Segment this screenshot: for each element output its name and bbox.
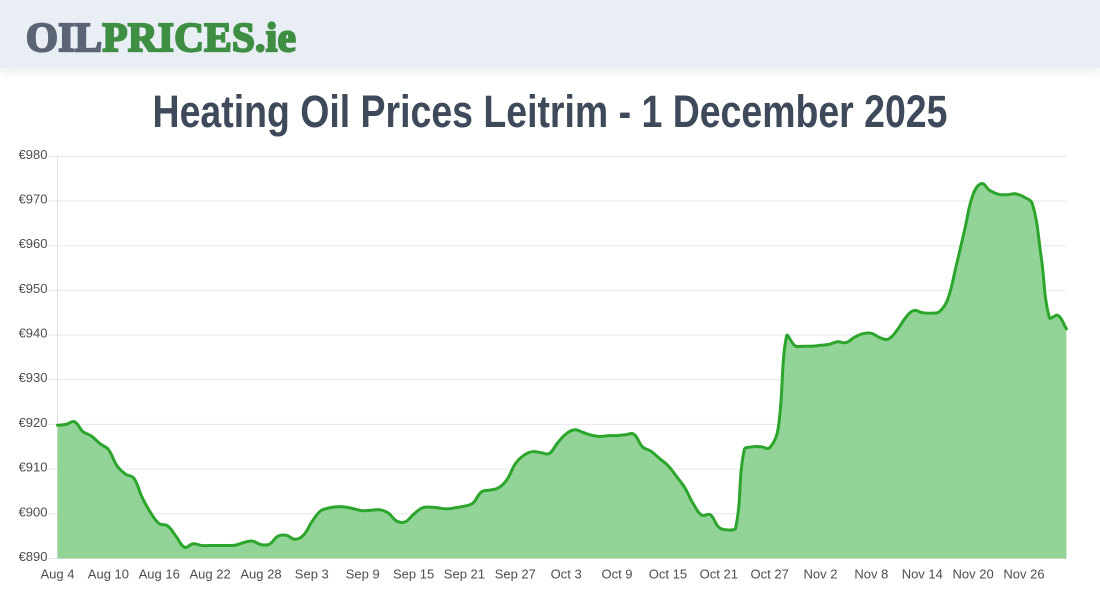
- svg-text:€970: €970: [19, 192, 48, 207]
- svg-text:Oct 3: Oct 3: [551, 567, 582, 582]
- svg-text:Nov 8: Nov 8: [854, 567, 888, 582]
- svg-text:Sep 15: Sep 15: [393, 567, 434, 582]
- svg-text:Sep 21: Sep 21: [444, 567, 485, 582]
- svg-text:Aug 22: Aug 22: [189, 567, 230, 582]
- svg-text:Sep 3: Sep 3: [295, 567, 329, 582]
- svg-text:€900: €900: [19, 504, 48, 519]
- svg-text:Aug 28: Aug 28: [240, 567, 281, 582]
- svg-text:€980: €980: [19, 147, 48, 162]
- svg-text:Aug 10: Aug 10: [88, 567, 129, 582]
- svg-text:Aug 16: Aug 16: [139, 567, 180, 582]
- svg-text:€890: €890: [19, 549, 48, 564]
- svg-text:Nov 20: Nov 20: [952, 567, 993, 582]
- svg-text:Oct 27: Oct 27: [751, 567, 789, 582]
- svg-text:Oct 15: Oct 15: [649, 567, 687, 582]
- svg-text:€960: €960: [19, 236, 48, 251]
- svg-text:Nov 14: Nov 14: [902, 567, 943, 582]
- svg-text:Sep 27: Sep 27: [495, 567, 536, 582]
- svg-text:€930: €930: [19, 370, 48, 385]
- svg-text:Nov 26: Nov 26: [1003, 567, 1044, 582]
- svg-text:Oct 9: Oct 9: [601, 567, 632, 582]
- svg-text:€910: €910: [19, 460, 48, 475]
- svg-text:Nov 2: Nov 2: [804, 567, 838, 582]
- svg-text:€940: €940: [19, 326, 48, 341]
- svg-text:€920: €920: [19, 415, 48, 430]
- svg-text:€950: €950: [19, 281, 48, 296]
- svg-text:Oct 21: Oct 21: [700, 567, 738, 582]
- svg-text:Aug 4: Aug 4: [41, 567, 75, 582]
- svg-text:Sep 9: Sep 9: [346, 567, 380, 582]
